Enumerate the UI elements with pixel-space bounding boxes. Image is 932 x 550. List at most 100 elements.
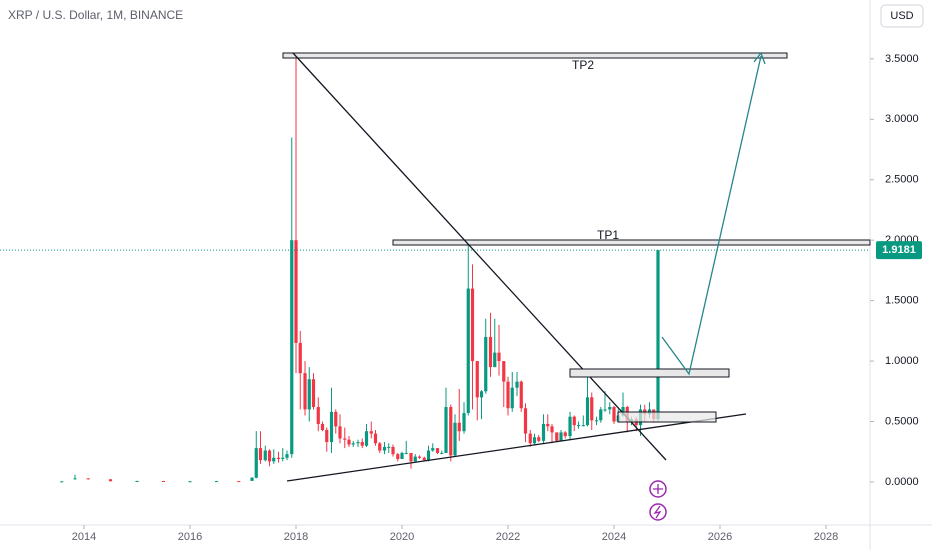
projection-path xyxy=(661,55,762,376)
candle-body xyxy=(449,407,453,456)
candle-body xyxy=(550,426,554,433)
candle-body xyxy=(488,336,493,368)
candle-body xyxy=(214,481,219,483)
tp2-label: TP2 xyxy=(572,58,594,72)
candle-body xyxy=(462,413,466,432)
candle-body xyxy=(519,381,523,409)
event-icons xyxy=(649,480,667,521)
candle-body xyxy=(360,442,364,446)
candle-body xyxy=(404,452,408,454)
candle-body xyxy=(258,448,263,461)
candle-body xyxy=(276,457,281,459)
y-tick-label: 2.5000 xyxy=(885,174,919,186)
candle-body xyxy=(453,422,457,456)
currency-button[interactable] xyxy=(880,4,924,28)
candle-body xyxy=(599,409,603,421)
candle-body xyxy=(73,478,77,480)
candle-body xyxy=(369,431,373,434)
candle-body xyxy=(506,381,510,409)
event-icon[interactable] xyxy=(649,503,667,521)
candle-body xyxy=(603,409,607,411)
candle-body xyxy=(470,288,475,362)
candle-body xyxy=(493,352,497,368)
y-tick-label: 1.5000 xyxy=(885,295,919,307)
candle-body xyxy=(188,481,192,483)
candle-body xyxy=(444,407,448,453)
candle-body xyxy=(400,452,404,459)
x-tick-label: 2016 xyxy=(178,531,202,543)
support-line xyxy=(286,413,747,482)
x-tick-label: 2028 xyxy=(814,531,838,543)
candle-body xyxy=(250,477,254,481)
candle-body xyxy=(612,407,616,422)
candle-body xyxy=(254,448,258,478)
candle-body xyxy=(541,423,546,441)
candle-body xyxy=(576,425,581,427)
candle-body xyxy=(431,448,435,451)
candle-body xyxy=(373,433,378,444)
candle-body xyxy=(263,450,267,461)
candle-body xyxy=(426,450,431,461)
y-tick-label: 0.0000 xyxy=(885,476,919,488)
candle-body xyxy=(267,450,272,462)
tp1-label: TP1 xyxy=(597,228,619,242)
candle-body xyxy=(347,439,351,445)
y-tick-label: 3.0000 xyxy=(885,113,919,125)
x-tick-label: 2026 xyxy=(708,531,732,543)
y-tick-label: 0.5000 xyxy=(885,415,919,427)
candle-body xyxy=(294,240,298,343)
candle-body xyxy=(608,407,612,410)
candle-body xyxy=(440,452,444,454)
candle-body xyxy=(334,411,338,427)
candle-body xyxy=(484,336,488,392)
candle-body xyxy=(546,423,550,427)
y-tick-label: 3.5000 xyxy=(885,53,919,65)
candle-body xyxy=(528,433,532,444)
candle-body xyxy=(378,443,382,451)
candle-body xyxy=(237,481,241,483)
candles xyxy=(60,52,660,483)
candle-body xyxy=(325,429,329,443)
x-tick-label: 2018 xyxy=(284,531,308,543)
candle-body xyxy=(422,457,426,461)
candle-body xyxy=(568,416,572,437)
candle-body xyxy=(161,480,166,482)
candle-body xyxy=(502,361,506,382)
event-icon[interactable] xyxy=(649,480,667,498)
candle-body xyxy=(559,432,563,441)
event-icon-glyph xyxy=(653,484,663,494)
candle-body xyxy=(409,452,413,462)
tp1-zone xyxy=(392,239,871,246)
candle-body xyxy=(290,240,294,455)
candle-body xyxy=(135,480,139,482)
last-price-box xyxy=(876,241,922,260)
candle-body xyxy=(320,423,325,430)
last-price-label: 1.9181 xyxy=(882,244,916,256)
candle-body xyxy=(285,454,289,458)
trend-line xyxy=(292,52,667,461)
candle-body xyxy=(621,407,625,416)
x-tick-label: 2024 xyxy=(602,531,626,543)
y-tick-label: 1.0000 xyxy=(885,355,919,367)
candle-body xyxy=(351,443,355,445)
candle-body xyxy=(60,481,64,483)
candle-body xyxy=(303,373,307,410)
candle-body xyxy=(382,446,387,451)
currency-label[interactable]: USD xyxy=(890,10,913,22)
candle-body xyxy=(391,446,395,455)
candle-body xyxy=(594,420,599,422)
candle-body xyxy=(457,422,461,432)
candle-body xyxy=(316,407,320,424)
candle-body xyxy=(417,456,422,458)
candle-body xyxy=(108,479,113,482)
candle-body xyxy=(555,432,559,441)
candle-body xyxy=(413,456,417,462)
candle-body xyxy=(435,448,440,453)
candle-body xyxy=(475,361,479,398)
projection-arrow xyxy=(753,51,766,65)
candle-body xyxy=(86,478,90,480)
candle-body xyxy=(356,442,360,444)
candle-body xyxy=(387,446,391,448)
candle-body xyxy=(343,438,347,440)
